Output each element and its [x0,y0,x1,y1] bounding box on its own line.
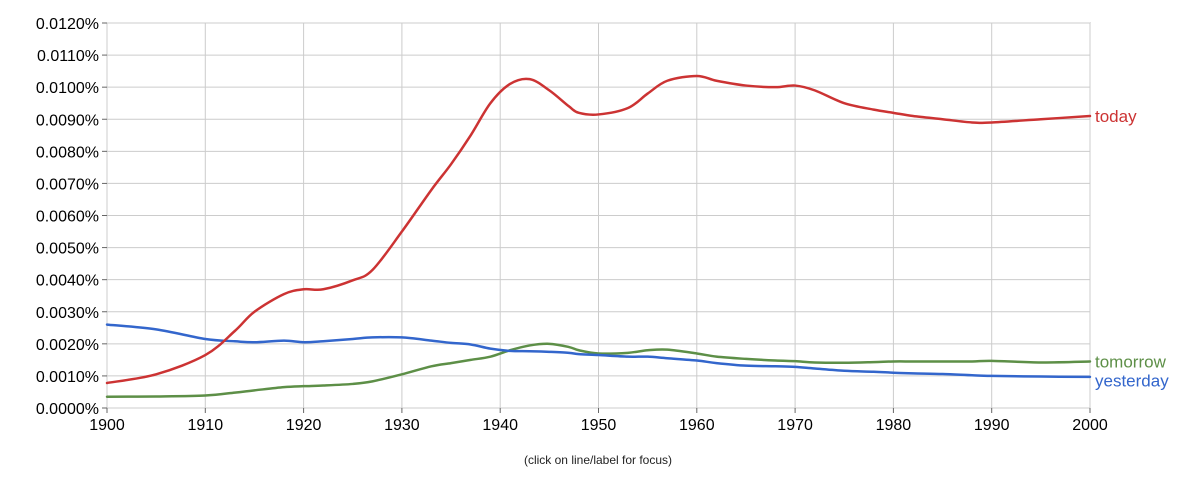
series-line-today[interactable] [105,74,1092,385]
series-label-today[interactable]: today [1095,107,1137,126]
x-tick-label: 1960 [679,417,715,434]
x-tick-label: 1920 [286,417,322,434]
series-lines [105,74,1092,399]
series-label-yesterday[interactable]: yesterday [1095,371,1169,390]
y-tick-label: 0.0050% [36,241,99,258]
y-tick-label: 0.0110% [37,48,99,65]
x-tick-label: 2000 [1072,417,1108,434]
y-tick-label: 0.0120% [36,16,99,33]
y-tick-label: 0.0090% [36,112,99,129]
y-tick-label: 0.0070% [36,176,99,193]
series-line-tomorrow[interactable] [105,342,1092,399]
x-tick-label: 1980 [876,417,912,434]
y-tick-label: 0.0040% [36,273,99,290]
series-line-yesterday[interactable] [105,323,1092,379]
y-tick-label: 0.0060% [36,209,99,226]
x-tick-label: 1900 [89,417,125,434]
x-tick-label: 1970 [777,417,813,434]
focus-hint: (click on line/label for focus) [524,453,672,467]
y-tick-label: 0.0080% [36,144,99,161]
x-axis: 1900 1910 1920 1930 1940 1950 1960 1970 1980 1990… [89,408,1108,434]
y-tick-label: 0.0020% [36,337,99,354]
y-tick-label: 0.0000% [36,401,99,418]
x-tick-label: 1940 [482,417,518,434]
y-tick-label: 0.0030% [36,305,99,322]
series-label-tomorrow[interactable]: tomorrow [1095,352,1167,371]
y-tick-label: 0.0100% [36,80,99,97]
x-tick-label: 1990 [974,417,1010,434]
y-axis: 0.0000% 0.0010% 0.0020% 0.0030% 0.0040% 0.005… [36,16,107,418]
y-tick-label: 0.0010% [36,369,99,386]
x-tick-label: 1930 [384,417,420,434]
x-tick-label: 1910 [188,417,224,434]
x-tick-label: 1950 [581,417,617,434]
